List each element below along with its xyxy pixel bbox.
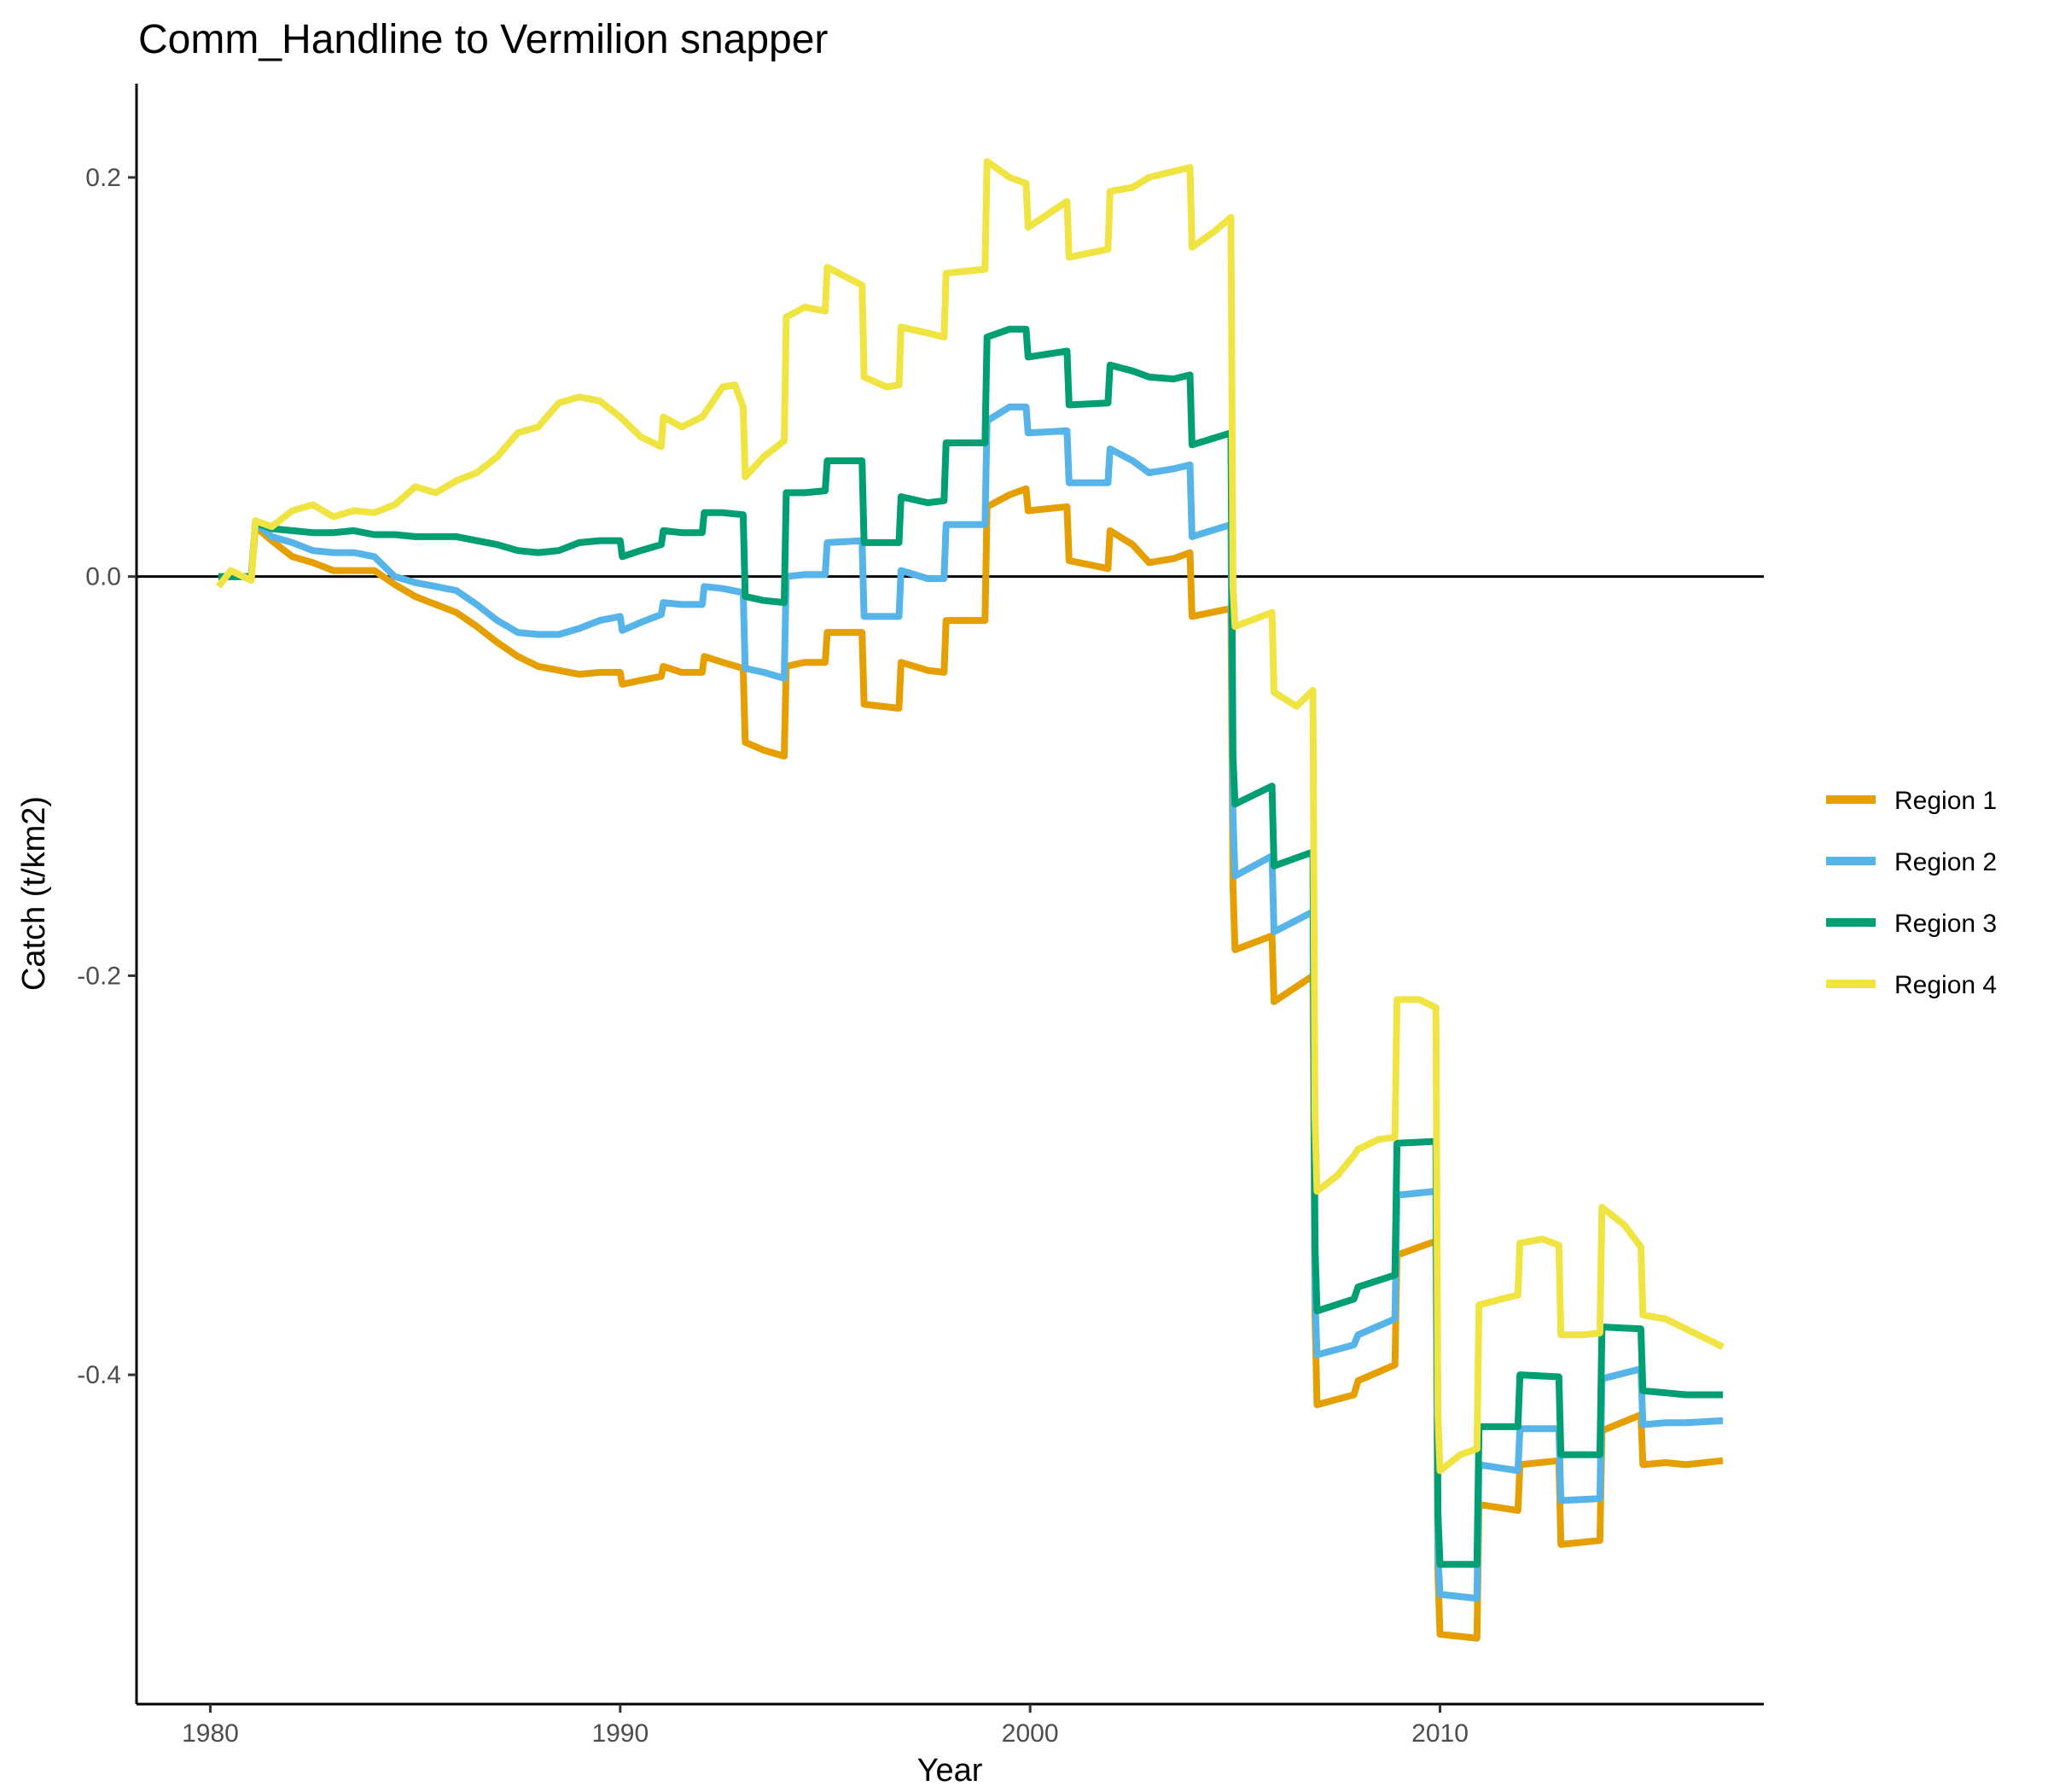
y-tick-label: -0.4 bbox=[77, 1361, 121, 1389]
x-axis-title: Year bbox=[917, 1753, 983, 1789]
series-layer bbox=[215, 158, 1725, 1642]
y-tick-label: -0.2 bbox=[77, 962, 121, 990]
legend-label: Region 2 bbox=[1894, 848, 1997, 876]
legend-item-region-1: Region 1 bbox=[1826, 787, 1997, 815]
chart-title: Comm_Handline to Vermilion snapper bbox=[138, 17, 828, 62]
x-tick-label: 1990 bbox=[591, 1719, 649, 1748]
legend-label: Region 3 bbox=[1894, 910, 1997, 938]
y-tick-label: 0.2 bbox=[85, 164, 121, 192]
legend-label: Region 4 bbox=[1894, 971, 1997, 999]
x-tick-label: 2010 bbox=[1411, 1719, 1469, 1748]
y-ticks: 0.2 0.0 -0.2 -0.4 bbox=[77, 164, 137, 1389]
x-ticks: 1980 1990 2000 2010 bbox=[182, 1704, 1469, 1748]
y-axis-title: Catch (t/km2) bbox=[16, 796, 52, 991]
legend-item-region-3: Region 3 bbox=[1826, 910, 1997, 938]
legend-item-region-4: Region 4 bbox=[1826, 971, 1997, 999]
legend-label: Region 1 bbox=[1894, 787, 1997, 815]
legend-item-region-2: Region 2 bbox=[1826, 848, 1997, 876]
legend: Region 1 Region 2 Region 3 Region 4 bbox=[1826, 787, 1997, 999]
x-tick-label: 1980 bbox=[182, 1719, 239, 1748]
y-tick-label: 0.0 bbox=[85, 563, 121, 591]
series-line-region-4 bbox=[215, 158, 1725, 1475]
x-tick-label: 2000 bbox=[1002, 1719, 1059, 1748]
